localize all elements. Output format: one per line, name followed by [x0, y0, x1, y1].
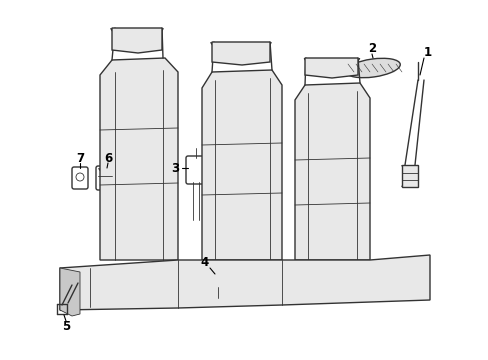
FancyBboxPatch shape	[96, 166, 114, 190]
Text: 1: 1	[423, 45, 431, 59]
Polygon shape	[305, 58, 357, 78]
FancyBboxPatch shape	[205, 271, 229, 289]
Polygon shape	[202, 70, 282, 260]
Polygon shape	[100, 58, 178, 260]
Circle shape	[76, 173, 84, 181]
Polygon shape	[401, 165, 417, 187]
Text: 2: 2	[367, 41, 375, 54]
Polygon shape	[212, 42, 269, 65]
Polygon shape	[294, 83, 369, 260]
Text: 7: 7	[76, 152, 84, 165]
Text: 5: 5	[62, 320, 70, 333]
Polygon shape	[60, 255, 429, 310]
FancyBboxPatch shape	[185, 156, 205, 184]
Text: 4: 4	[201, 256, 209, 270]
Text: 6: 6	[103, 152, 112, 165]
Ellipse shape	[345, 58, 400, 78]
Text: 3: 3	[171, 162, 179, 175]
FancyBboxPatch shape	[72, 167, 88, 189]
Polygon shape	[112, 28, 162, 53]
Polygon shape	[60, 268, 80, 316]
